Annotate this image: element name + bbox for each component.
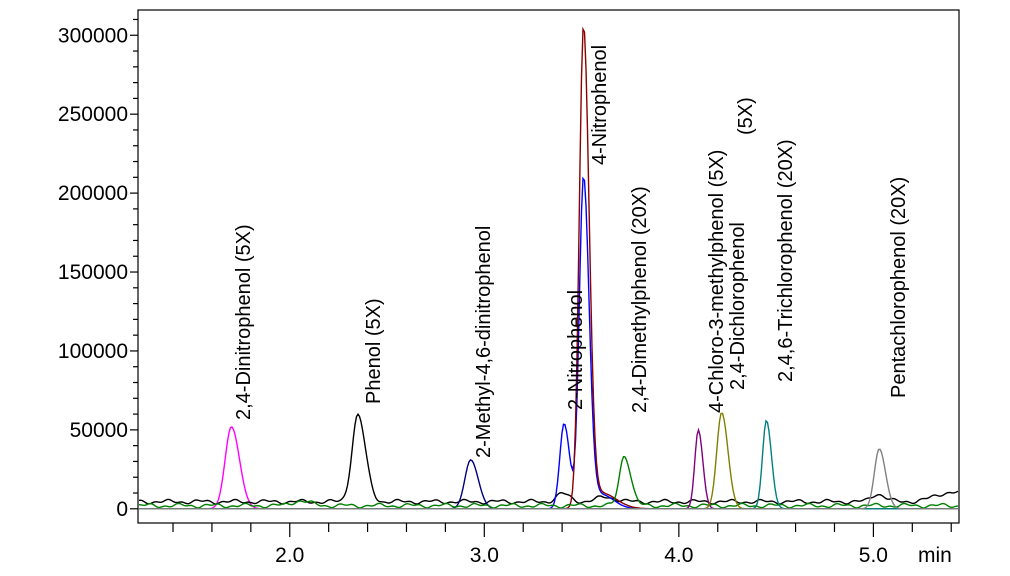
x-axis: 2.0 3.0 4.0 5.0 — [172, 523, 952, 567]
peak-label: 2,4-Dichlorophenol — [727, 222, 749, 390]
trace-2 — [138, 412, 959, 505]
peak-label: Pentachlorophenol (20X) — [888, 177, 910, 398]
peak-label: 2,4-Dinitrophenol (5X) — [233, 224, 255, 420]
peak-label: Phenol (5X) — [363, 298, 385, 404]
peak-label: 2-Methyl-4,6-dinitrophenol — [473, 226, 495, 458]
y-tick-label: 200000 — [58, 182, 128, 205]
trace-7 — [139, 427, 958, 510]
y-tick-label: 50000 — [70, 419, 128, 442]
y-tick-label: 100000 — [58, 340, 128, 363]
traces — [138, 26, 959, 510]
peak-label: 2,4-Dimethylphenol (20X) — [629, 186, 651, 413]
x-tick-label: 2.0 — [275, 544, 304, 567]
y-tick-label: 250000 — [58, 103, 128, 126]
peak-labels: 2,4-Dinitrophenol (5X) Phenol (5X) 2-Methy… — [233, 45, 910, 458]
trace-9 — [139, 419, 958, 510]
peak-label: 4-Chloro-3-methylphenol (5X) — [706, 150, 728, 413]
peak-label: (5X) — [735, 97, 757, 135]
trace-6 — [138, 455, 959, 509]
y-axis: 0 50000 100000 150000 200000 250000 300000 — [58, 18, 138, 521]
trace-5 — [139, 26, 958, 510]
trace-1 — [139, 426, 958, 510]
plot-frame — [137, 9, 960, 524]
x-tick-label: 5.0 — [859, 544, 888, 567]
x-tick-label: 4.0 — [664, 544, 693, 567]
trace-4 — [139, 176, 958, 510]
y-tick-label: 300000 — [58, 24, 128, 47]
peak-label: 2-Nitrophenol — [565, 290, 587, 410]
peak-label: 2,4,6-Trichlorophenol (20X) — [775, 139, 797, 382]
x-tick-label: 3.0 — [470, 544, 499, 567]
x-axis-label: min — [918, 544, 952, 567]
y-tick-label: 150000 — [58, 261, 128, 284]
y-tick-label: 0 — [116, 498, 128, 521]
trace-8 — [139, 412, 958, 510]
trace-10 — [139, 448, 958, 510]
peak-label: 4-Nitrophenol — [589, 45, 611, 165]
